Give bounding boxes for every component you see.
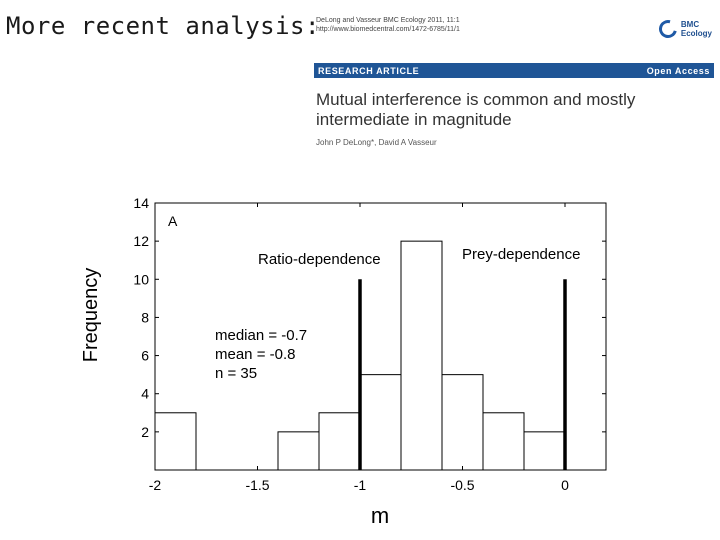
ratio-dependence-label: Ratio-dependence [258,251,381,268]
slide-title: More recent analysis: [6,12,320,40]
n-annotation: n = 35 [215,365,257,382]
panel-label: A [168,213,178,229]
histogram-bar [523,431,566,471]
histogram-bar [359,374,402,471]
x-tick-label: -1.5 [245,477,269,493]
y-tick-label: 6 [141,348,149,364]
article-type: RESEARCH ARTICLE [318,65,420,76]
citation-line: DeLong and Vasseur BMC Ecology 2011, 11:… [316,17,460,24]
x-tick-label: -2 [149,477,162,493]
x-tick-label: -1 [354,477,367,493]
publisher-name: BMC [680,20,700,29]
y-tick-label: 8 [141,309,149,325]
y-tick-label: 12 [133,233,149,249]
access-label: Open Access [646,65,710,76]
y-tick-label: 4 [141,386,149,402]
histogram-bar [318,412,361,471]
histogram-bar [400,240,443,471]
article-type-bar: RESEARCH ARTICLE Open Access [314,63,714,78]
paper-authors: John P DeLong*, David A Vasseur [316,138,437,147]
journal-name: Ecology [680,29,712,38]
histogram-bar [441,374,484,471]
x-tick-label: -0.5 [450,477,474,493]
paper-citation: DeLong and Vasseur BMC Ecology 2011, 11:… [316,16,460,34]
x-axis-label: m [371,503,389,528]
citation-url: http://www.biomedcentral.com/1472-6785/1… [316,26,460,33]
x-tick-label: 0 [561,477,569,493]
y-tick-label: 14 [133,195,149,211]
plot-frame [154,202,607,471]
histogram-bar [277,431,320,471]
paper-header-image: DeLong and Vasseur BMC Ecology 2011, 11:… [306,8,716,148]
median-annotation: median = -0.7 [215,327,307,344]
histogram-bar [154,412,197,471]
y-tick-label: 10 [133,271,149,287]
publisher-logo: BMC Ecology [655,16,712,42]
y-axis-label: Frequency [80,268,102,363]
histogram-bar [482,412,525,471]
mean-annotation: mean = -0.8 [215,346,295,363]
paper-headline: Mutual interference is common and mostly… [316,90,636,129]
y-tick-label: 2 [141,424,149,440]
prey-dependence-label: Prey-dependence [462,246,580,263]
